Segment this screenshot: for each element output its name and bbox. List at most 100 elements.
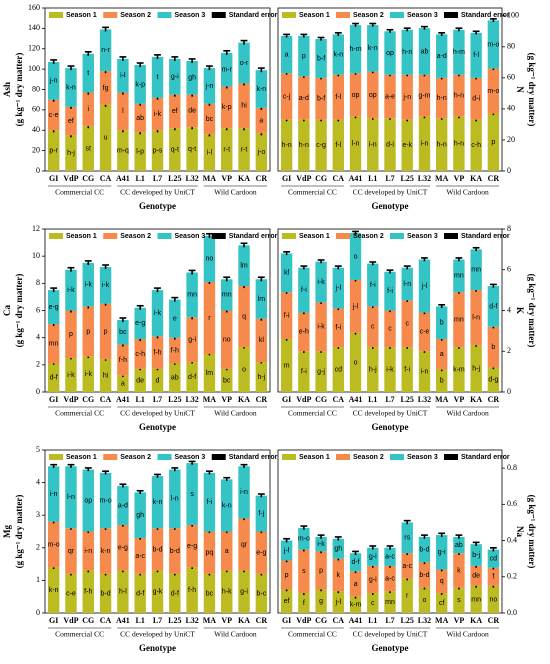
significance-letter: lm xyxy=(206,370,214,377)
legend-swatch xyxy=(336,12,350,18)
bar-segment xyxy=(436,535,448,570)
significance-letter: o-r xyxy=(240,60,249,67)
bar-segment xyxy=(221,128,233,171)
error-bar xyxy=(421,25,428,30)
x-tick-label: VP xyxy=(221,174,232,183)
bar-segment xyxy=(221,531,233,571)
bar-segment xyxy=(487,68,500,114)
y-label-name: Mg xyxy=(2,525,12,538)
x-tick-label: CG xyxy=(315,174,327,183)
error-bar xyxy=(317,36,325,41)
bar-segment xyxy=(238,518,250,571)
bar-segment xyxy=(280,540,293,561)
bar-segment xyxy=(65,573,77,613)
error-bar xyxy=(489,546,497,552)
bar-segment xyxy=(418,562,431,588)
error-bar xyxy=(300,265,308,270)
bar-segment xyxy=(47,130,60,171)
bar-segment xyxy=(401,578,413,613)
x-tick-label: L25 xyxy=(168,616,181,625)
significance-letter: t xyxy=(87,70,89,77)
x-tick-label: L32 xyxy=(185,395,198,404)
x-tick-label: L7 xyxy=(153,616,162,625)
bar-segment xyxy=(453,553,465,588)
bar-segment xyxy=(418,536,431,563)
significance-letter: i-k xyxy=(317,541,325,548)
significance-letter: qr xyxy=(68,548,75,555)
bar-segment xyxy=(117,92,129,131)
group-label: Commercial CC xyxy=(288,188,337,197)
x-tick-label: L1 xyxy=(136,395,145,404)
bar-segment xyxy=(169,58,181,95)
bar-segment xyxy=(298,119,310,171)
bar-segment xyxy=(349,553,362,572)
legend-label: Season 1 xyxy=(299,233,330,240)
bar-segment xyxy=(315,119,327,171)
significance-letter: a-d xyxy=(118,502,128,509)
x-tick-label: L7 xyxy=(385,616,394,625)
bar-segment xyxy=(134,573,146,613)
significance-letter: h-n xyxy=(282,142,292,149)
bar-segment xyxy=(367,306,379,348)
y-axis-label: N (g kg⁻¹ dry matter) xyxy=(515,53,537,127)
error-bar xyxy=(386,545,394,550)
x-tick-label: L1 xyxy=(136,174,145,183)
bar-segment xyxy=(169,128,181,171)
significance-letter: j-l xyxy=(335,285,342,292)
legend-label: Season 3 xyxy=(407,454,438,461)
bar-segment xyxy=(298,76,310,120)
legend-label: Season 2 xyxy=(120,233,151,240)
group-label: CC developed by UniCT xyxy=(120,188,195,197)
error-bar xyxy=(119,56,127,61)
y-label-unit: (g kg⁻¹ dry matter) xyxy=(527,274,537,348)
bar-segment xyxy=(436,118,448,171)
bar-segment xyxy=(332,538,344,559)
x-tick-label: A41 xyxy=(349,395,363,404)
x-tick-label: VdP xyxy=(296,616,311,625)
significance-letter: mn xyxy=(222,292,232,299)
bar-segment xyxy=(238,466,250,519)
legend-label: Season 3 xyxy=(175,233,206,240)
x-tick-label: CG xyxy=(82,616,94,625)
bar-segment xyxy=(280,339,293,392)
bar-segment xyxy=(82,570,94,613)
bar-segment xyxy=(436,306,448,340)
bar-segment xyxy=(238,42,250,84)
significance-letter: i-k xyxy=(154,310,162,317)
error-bar xyxy=(154,54,161,59)
bar-segment xyxy=(401,267,413,301)
bar-segment xyxy=(47,99,60,131)
bar-segment xyxy=(65,358,77,392)
significance-letter: mn xyxy=(471,596,481,603)
legend-swatch xyxy=(103,233,118,239)
significance-letter: k-p xyxy=(222,104,232,111)
x-tick-label: VdP xyxy=(296,174,311,183)
y-tick-label: 140 xyxy=(28,23,40,32)
bar-segment xyxy=(186,60,198,95)
bar-segment xyxy=(418,587,431,613)
error-bar xyxy=(438,32,446,36)
bar-segment xyxy=(315,39,327,78)
legend-swatch xyxy=(444,454,458,460)
bar-segment xyxy=(169,573,181,613)
y-tick-label: 80 xyxy=(507,42,515,51)
significance-letter: de xyxy=(472,573,480,580)
error-bar xyxy=(283,33,291,38)
bar-segment xyxy=(280,35,293,74)
error-bar xyxy=(455,257,463,262)
error-bar xyxy=(472,246,480,252)
significance-letter: l-n xyxy=(352,141,360,148)
x-tick-label: GI xyxy=(282,395,291,404)
significance-letter: op xyxy=(369,92,377,99)
significance-letter: c xyxy=(371,600,375,607)
bar-segment xyxy=(367,547,379,566)
bar-segment xyxy=(238,286,250,348)
significance-letter: b xyxy=(440,320,444,327)
y-tick-label: 3 xyxy=(36,510,40,519)
bar-segment xyxy=(255,318,268,363)
y-tick-label: 0 xyxy=(36,387,40,396)
significance-letter: gh xyxy=(136,512,144,519)
significance-letter: j-l xyxy=(283,547,290,554)
bar-segment xyxy=(367,25,379,72)
y-label-unit: (g kg⁻¹ dry matter) xyxy=(14,274,24,348)
